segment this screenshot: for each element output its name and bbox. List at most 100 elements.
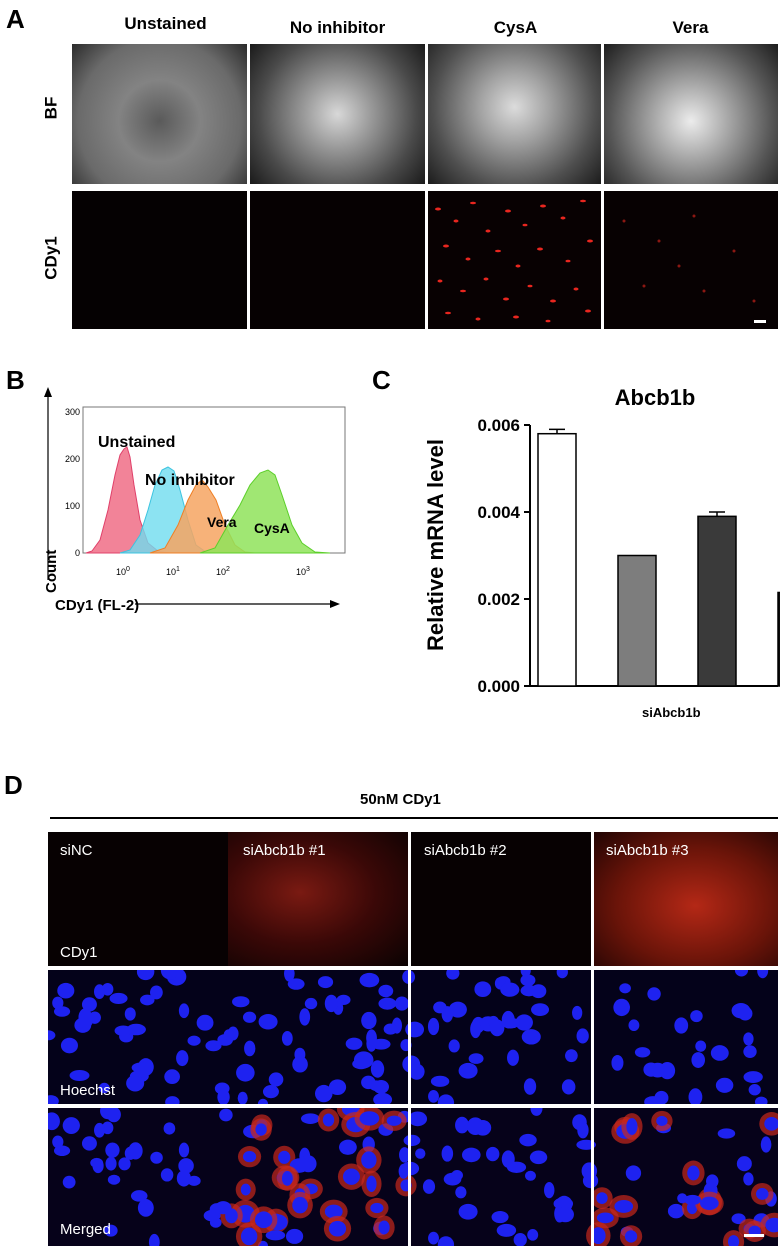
nucleus [531,1003,550,1017]
nucleus [687,1165,700,1181]
cdy1-image-vera [604,191,778,329]
nucleus [399,1147,411,1163]
y-tick-label: 0.006 [477,416,520,435]
merged-nuclei [48,1108,778,1246]
nucleus [126,1075,145,1092]
nucleus [232,996,250,1008]
nucleus [328,1220,347,1237]
y-axis-arrowhead [44,387,52,397]
nucleus [619,983,631,994]
y-tick-0: 0 [75,548,80,558]
nucleus [52,996,64,1010]
nucleus [285,1228,304,1244]
nucleus [359,1111,380,1126]
nucleus [496,1223,517,1237]
nucleus [710,1045,729,1061]
nucleus [57,982,75,999]
nucleus [236,1063,255,1082]
bf-image-cysa [428,44,601,184]
nucleus [513,1233,527,1246]
nucleus [556,970,568,979]
nucleus [338,1139,357,1155]
nucleus [625,1165,642,1181]
row-label-bf: BF [41,96,61,120]
nucleus [373,1092,393,1104]
nucleus [300,1113,320,1124]
nucleus [315,1084,333,1103]
nucleus [240,1183,251,1196]
nucleus [572,1005,583,1020]
nucleus [284,970,295,982]
cdy1-image-unstained [72,191,247,329]
label-siabcb1b-1: siAbcb1b #1 [243,842,326,859]
nucleus [736,1156,752,1172]
x-tick-10-1: 101 [166,566,180,577]
nucleus [591,1227,606,1245]
nucleus [370,1060,385,1078]
d-cdy1-siabcb1b-2 [411,832,591,966]
nucleus [242,1151,257,1163]
nucleus [359,972,380,988]
nucleus [98,1082,110,1094]
nucleus [94,984,105,999]
nucleus [304,997,318,1010]
nucleus [137,1199,154,1217]
nucleus [519,1133,537,1147]
label-siabcb1b-3: siAbcb1b #3 [606,842,689,859]
d-cdy1-siabcb1b-3 [594,832,778,966]
nucleus [299,1008,311,1026]
nucleus [455,1116,469,1134]
chart-title: Abcb1b [615,385,696,410]
nucleus [706,1174,719,1189]
d-scale-bar [744,1234,764,1237]
label-cdy1-row: CDy1 [60,944,98,961]
nucleus [408,1063,425,1080]
nucleus [553,1197,574,1210]
nucleus [764,1117,778,1131]
nucleus [561,1079,576,1095]
nucleus [501,1017,520,1029]
nucleus [128,1142,143,1160]
nucleus [281,1171,293,1186]
nucleus [258,1013,278,1030]
nucleus [361,1011,377,1030]
d-separator-v1 [408,832,411,1246]
nucleus [160,970,180,980]
x-tick-10-3: 103 [296,566,310,577]
nucleus [515,1014,533,1031]
nucleus [525,1170,536,1181]
nucleus [731,1003,751,1019]
bar-3 [697,515,737,687]
nucleus [446,970,460,980]
nucleus [223,1029,235,1041]
nucleus [328,1079,347,1095]
nucleus [386,1115,402,1126]
nucleus [62,1175,76,1189]
nucleus [278,1150,291,1164]
label-no-inhibitor: No inhibitor [145,472,235,489]
nucleus [691,1052,706,1069]
nucleus [437,1094,455,1104]
d-separator-h1 [48,966,778,970]
nucleus [690,1010,703,1023]
nucleus [322,1113,335,1127]
nucleus [366,1035,377,1052]
nucleus [203,1209,221,1222]
nucleus [527,1228,539,1241]
nucleus [717,1128,736,1139]
row-label-cdy1: CDy1 [41,236,61,280]
curve-cysa [199,469,331,554]
nucleus [649,1062,667,1078]
nucleus [178,1142,190,1158]
nucleus [107,1174,121,1185]
nucleus [361,1151,377,1169]
nucleus [611,1054,624,1071]
d-separator-h2 [48,1104,778,1108]
nucleus [674,1017,689,1034]
y-tick-100: 100 [65,501,80,511]
nucleus [187,1035,201,1046]
nucleus [237,1091,248,1104]
nucleus [345,1037,363,1050]
label-hoechst-row: Hoechst [60,1082,116,1099]
nucleus [700,1196,719,1210]
